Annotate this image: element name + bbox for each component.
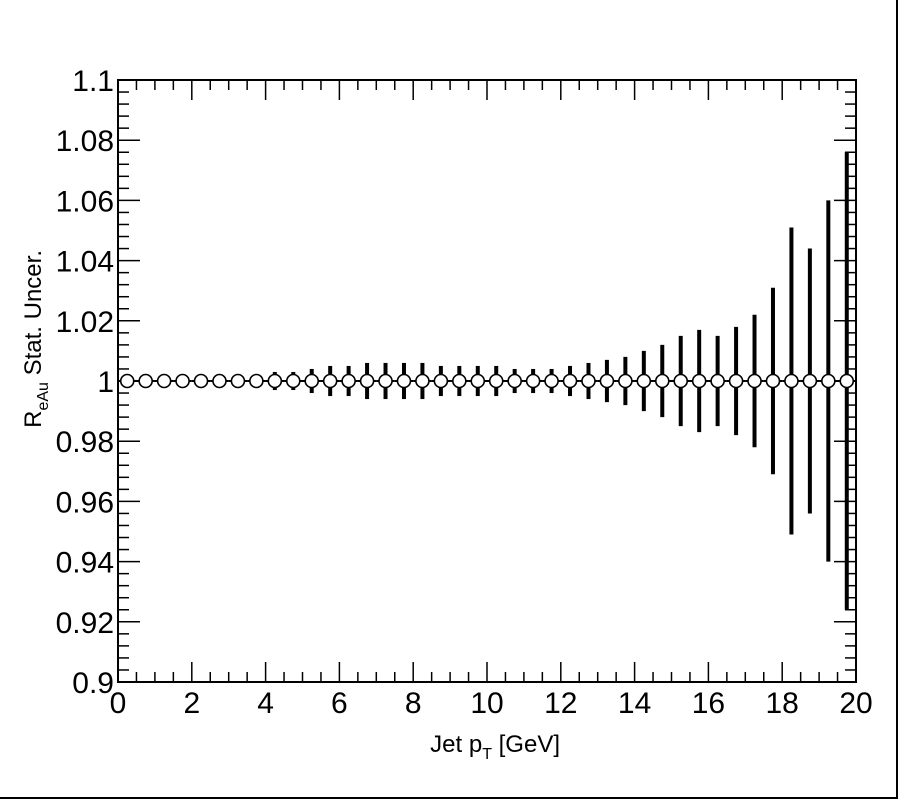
y-axis-title: ReAu Stat. Uncer.: [20, 250, 52, 428]
data-point: [193, 373, 209, 389]
y-tick-label: 1.04: [56, 246, 114, 279]
data-point: [821, 373, 836, 389]
y-axis-title-sub: eAu: [35, 382, 52, 410]
data-point: [341, 373, 356, 389]
data-point: [415, 373, 430, 389]
x-tick-label: 4: [257, 687, 274, 720]
error-bars: [118, 152, 856, 610]
data-point: [304, 373, 320, 389]
y-tick-label: 1.1: [72, 65, 114, 98]
data-point: [728, 373, 744, 389]
y-tick-label: 1.02: [56, 306, 114, 339]
data-point: [359, 373, 375, 389]
data-point: [488, 373, 504, 389]
data-point: [802, 373, 818, 389]
data-point: [765, 373, 781, 389]
x-tick-label: 12: [544, 687, 577, 720]
data-point: [599, 373, 615, 389]
x-tick-label: 0: [110, 687, 127, 720]
y-tick-label: 0.96: [56, 486, 114, 519]
x-axis-title: Jet pT [GeV]: [430, 731, 560, 763]
y-axis-title-suffix: Stat. Uncer.: [20, 250, 47, 382]
data-point: [396, 373, 412, 389]
data-markers: [119, 373, 855, 389]
x-tick-label: 10: [470, 687, 503, 720]
x-axis-title-sub: T: [482, 746, 492, 763]
data-point: [618, 373, 633, 389]
plot-frame: [117, 79, 857, 683]
data-point: [839, 373, 855, 389]
y-tick-label: 1.06: [56, 185, 114, 218]
data-point: [138, 373, 153, 389]
data-point: [156, 373, 172, 389]
data-point: [470, 373, 486, 389]
data-point: [452, 373, 467, 389]
y-axis-title-main: R: [20, 411, 47, 428]
data-point: [525, 373, 541, 389]
data-point: [544, 373, 559, 389]
data-point: [175, 373, 190, 389]
y-tick-label: 0.98: [56, 426, 114, 459]
y-tick-label: 0.94: [56, 547, 114, 580]
data-point: [747, 373, 762, 389]
data-point: [654, 373, 670, 389]
data-point: [562, 373, 578, 389]
data-point: [119, 373, 135, 389]
y-tick-labels: 0.9 0.92 0.94 0.96 0.98 1 1.02 1.04 1.06 1.08 1.1: [56, 65, 114, 700]
x-tick-label: 18: [766, 687, 799, 720]
y-tick-label: 1: [97, 366, 114, 399]
data-point: [507, 373, 522, 389]
data-point: [249, 373, 264, 389]
x-axis-title-main: Jet p: [430, 731, 482, 758]
x-tick-label: 8: [405, 687, 422, 720]
data-point: [267, 373, 283, 389]
data-point: [378, 373, 393, 389]
x-tick-label: 6: [331, 687, 348, 720]
data-point: [285, 373, 301, 389]
x-tick-label: 2: [183, 687, 200, 720]
y-tick-label: 0.92: [56, 607, 114, 640]
x-axis-title-suffix: [GeV]: [492, 731, 560, 758]
x-tick-label: 16: [692, 687, 725, 720]
data-point: [581, 373, 596, 389]
data-point: [784, 373, 799, 389]
data-point: [710, 373, 725, 389]
data-point: [230, 373, 246, 389]
data-point: [212, 373, 227, 389]
x-tick-label: 14: [618, 687, 651, 720]
data-point: [691, 373, 707, 389]
x-tick-labels: 0 2 4 6 8 10 12 14 16 18 20: [110, 687, 873, 720]
data-point: [433, 373, 449, 389]
y-tick-label: 0.9: [72, 667, 114, 700]
data-point: [322, 373, 338, 389]
data-point: [636, 373, 652, 389]
data-point: [673, 373, 689, 389]
y-tick-label: 1.08: [56, 125, 114, 158]
x-tick-label: 20: [839, 687, 872, 720]
